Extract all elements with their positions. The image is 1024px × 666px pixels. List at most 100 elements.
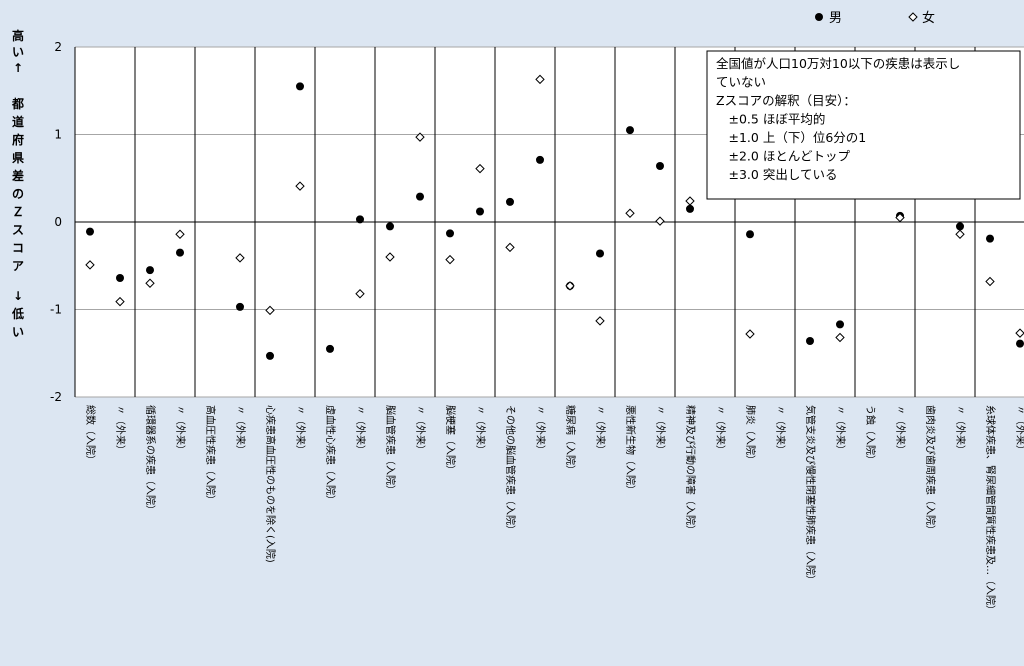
- female-point: [625, 208, 635, 218]
- female-point: [265, 305, 275, 316]
- female-point: [895, 212, 905, 223]
- category-label: 〃（外来）: [894, 405, 906, 455]
- category-label: 〃（外来）: [1014, 405, 1024, 455]
- category-label: う蝕（入院）: [864, 405, 877, 465]
- male-point: [446, 229, 454, 238]
- male-point: [596, 249, 604, 258]
- male-point: [1016, 339, 1024, 348]
- male-point: [506, 197, 514, 206]
- male-point: [746, 230, 754, 239]
- category-label: 〃（外来）: [234, 405, 246, 455]
- y-axis-label-top: 高い↑: [12, 28, 24, 75]
- annotation-line: ていない: [716, 75, 766, 90]
- legend-male-marker: [815, 13, 823, 21]
- female-point: [685, 196, 695, 206]
- y-tick-label: 1: [54, 128, 62, 142]
- category-label: 心疾患高血圧性のものを除く(入院): [264, 405, 277, 563]
- male-point: [356, 215, 364, 224]
- annotation-line: ±0.5 ほぼ平均的: [716, 112, 825, 127]
- category-label: その他の脳血管疾患（入院）: [504, 405, 517, 535]
- female-point: [445, 254, 455, 265]
- y-tick-label: 2: [54, 40, 62, 54]
- female-point: [985, 276, 995, 287]
- female-point: [655, 216, 665, 226]
- legend-female-label: 女: [922, 10, 935, 26]
- category-label: 〃（外来）: [174, 405, 186, 455]
- category-label: 〃（外来）: [714, 405, 726, 455]
- y-axis-label-bottom: ↓低い: [11, 289, 24, 339]
- category-label: 〃（外来）: [834, 405, 846, 455]
- annotation-line: ±1.0 上（下）位6分の1: [716, 130, 866, 145]
- female-point: [355, 289, 365, 299]
- annotation-frame: [706, 50, 1021, 200]
- category-label: 〃（外来）: [354, 405, 366, 455]
- category-label: 〃（外来）: [954, 405, 966, 455]
- male-point: [176, 248, 184, 257]
- female-point: [145, 278, 155, 288]
- female-point: [415, 132, 425, 142]
- category-label: 高血圧性疾患（入院）: [204, 405, 217, 505]
- category-label: 〃（外来）: [654, 405, 666, 455]
- annotation-line: ±3.0 突出している: [716, 167, 837, 182]
- female-point: [835, 332, 845, 343]
- male-point: [386, 222, 394, 231]
- category-label: 循環器系の疾患（入院）: [144, 405, 157, 515]
- male-point: [296, 82, 304, 91]
- male-point: [686, 204, 694, 213]
- category-labels: 総数（入院） 〃（外来） 循環器系の疾患（入院） 〃（外来） 高血圧性疾患（入院） 〃（外…: [84, 405, 1024, 615]
- male-point: [416, 192, 424, 201]
- category-label: 〃（外来）: [534, 405, 546, 455]
- category-label: 〃（外来）: [294, 405, 306, 455]
- female-point: [745, 329, 755, 339]
- category-label: 歯肉炎及び歯周疾患（入院）: [924, 405, 937, 535]
- category-label: 〃（外来）: [414, 405, 426, 455]
- male-point: [146, 266, 154, 275]
- male-point: [86, 227, 94, 236]
- category-label: 精神及び行動の障害（入院）: [684, 405, 697, 535]
- category-label: 糸球体疾患、腎尿細管間質性疾患及…（入院）: [984, 405, 997, 615]
- female-point: [295, 181, 305, 191]
- female-point: [115, 296, 125, 307]
- category-label: 肺炎（入院）: [744, 405, 757, 465]
- female-point: [595, 316, 605, 326]
- male-point: [956, 222, 964, 231]
- annotation-line: Zスコアの解釈（目安）：: [716, 93, 856, 108]
- female-point: [955, 229, 965, 239]
- category-label: 〃（外来）: [594, 405, 606, 455]
- annotation-line: 全国値が人口10万対10以下の疾患は表示し: [716, 56, 960, 71]
- annotation-line: ±2.0 ほとんどトップ: [716, 149, 850, 164]
- female-point: [1015, 328, 1024, 338]
- male-point: [536, 155, 544, 164]
- legend-male-label: 男: [829, 11, 842, 26]
- female-point: [385, 252, 395, 262]
- male-point: [236, 302, 244, 311]
- category-label: 脳梗塞（入院）: [444, 405, 457, 475]
- legend-female-marker: [908, 12, 918, 22]
- female-point: [565, 281, 575, 291]
- category-label: 気管支炎及び慢性閉塞性肺疾患（入院）: [804, 405, 817, 585]
- female-point: [85, 260, 95, 270]
- category-label: 悪性新生物（入院）: [624, 405, 637, 495]
- male-point: [626, 126, 634, 135]
- male-point: [986, 234, 994, 243]
- female-point: [235, 253, 245, 263]
- legend: 男 女: [815, 10, 935, 26]
- category-label: 虚血性心疾患（入院）: [324, 405, 337, 505]
- male-point: [656, 162, 664, 170]
- y-axis-label: 都道府県差のＺスコア: [11, 96, 24, 273]
- y-tick-label: -2: [50, 390, 62, 404]
- female-point: [475, 163, 485, 174]
- male-point: [476, 207, 484, 216]
- male-point: [326, 344, 334, 353]
- male-point: [116, 274, 124, 282]
- data-points: [85, 74, 1024, 360]
- category-label: 〃（外来）: [474, 405, 486, 455]
- category-label: 脳血管疾患（入院）: [384, 405, 397, 495]
- category-label: 〃（外来）: [774, 405, 786, 455]
- male-point: [836, 320, 844, 329]
- y-tick-label: -1: [50, 303, 62, 317]
- female-point: [505, 242, 515, 253]
